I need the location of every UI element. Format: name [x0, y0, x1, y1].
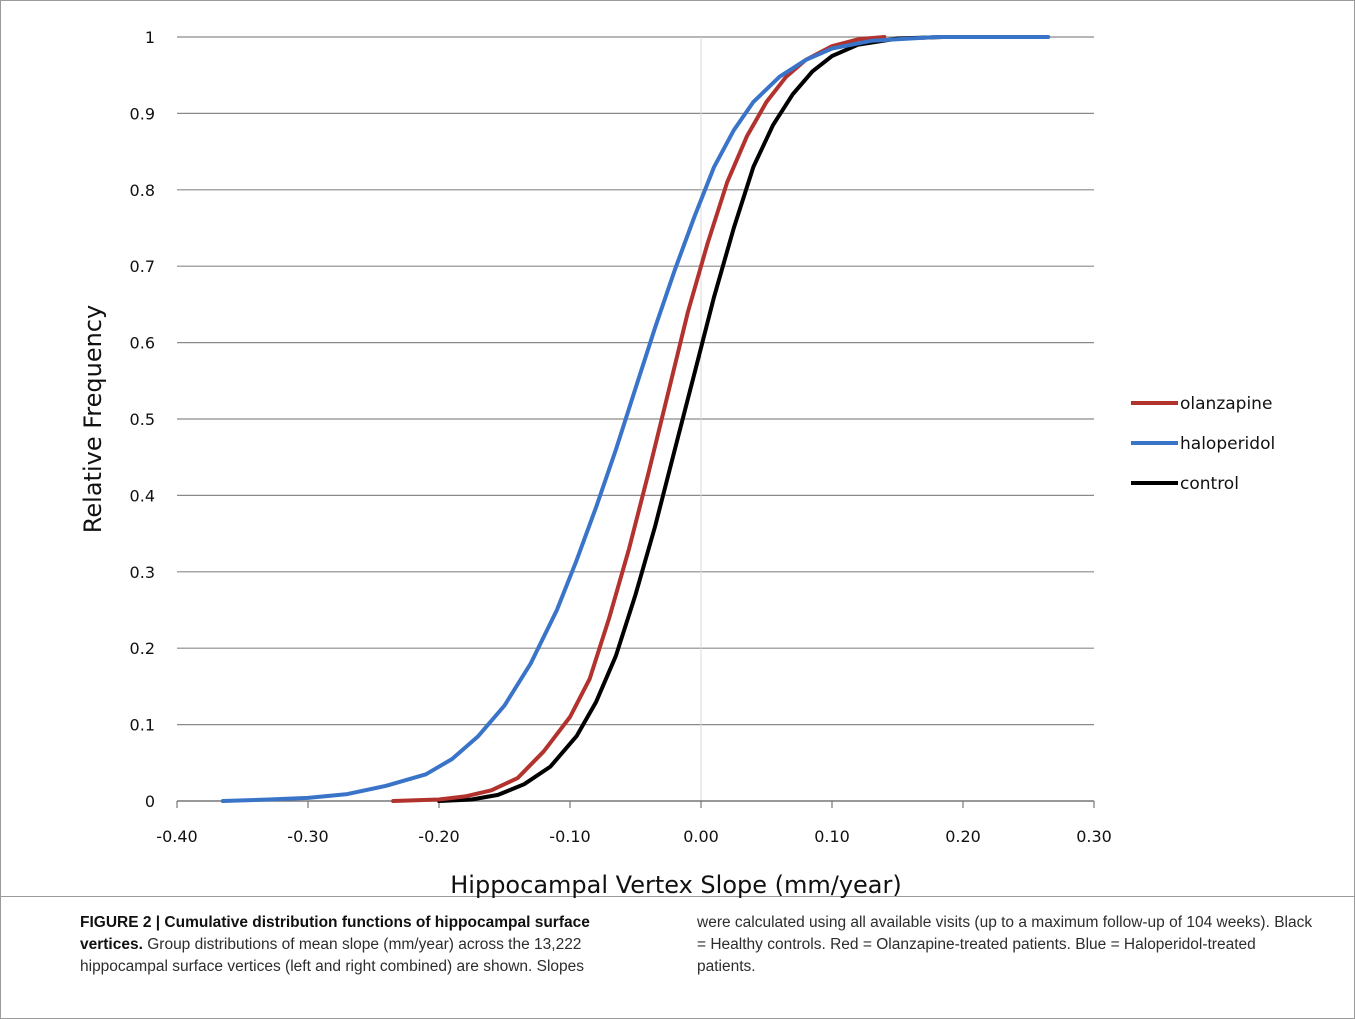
- y-tick-label: 0.7: [130, 257, 155, 276]
- x-tick-label: 0.20: [945, 827, 981, 846]
- caption-left-text: Group distributions of mean slope (mm/ye…: [80, 936, 585, 975]
- y-tick-label: 0.5: [130, 410, 155, 429]
- x-tick-label: 0.00: [683, 827, 719, 846]
- caption-right-column: were calculated using all available visi…: [697, 912, 1317, 978]
- x-tick-label: -0.20: [418, 827, 459, 846]
- x-tick-labels: -0.40 -0.30 -0.20 -0.10 0.00 0.10 0.20 0.30: [156, 827, 1112, 846]
- legend: olanzapine haloperidol control: [1131, 394, 1275, 494]
- series-line-haloperidol: [220, 35, 1051, 803]
- x-tick-label: -0.40: [156, 827, 197, 846]
- grid-lines: [177, 36, 1094, 726]
- y-tick-labels: 0 0.1 0.2 0.3 0.4 0.5 0.6 0.7 0.8 0.9 1: [130, 28, 155, 811]
- x-axis-title: Hippocampal Vertex Slope (mm/year): [450, 871, 902, 899]
- x-tick-label: 0.30: [1076, 827, 1112, 846]
- caption-separator: [0, 896, 1355, 897]
- series-line-control: [437, 35, 946, 803]
- x-tick-label: 0.10: [814, 827, 850, 846]
- y-tick-label: 0.9: [130, 104, 155, 123]
- y-tick-label: 0.1: [130, 716, 155, 735]
- y-tick-label: 0.2: [130, 639, 155, 658]
- caption-left-column: FIGURE 2 | Cumulative distribution funct…: [80, 912, 650, 978]
- y-tick-label: 0.6: [130, 334, 155, 353]
- y-tick-label: 1: [145, 28, 155, 47]
- y-tick-label: 0: [145, 792, 155, 811]
- caption-right-text: were calculated using all available visi…: [697, 914, 1313, 975]
- series-lines: [220, 35, 1051, 803]
- x-axis: [176, 800, 1095, 808]
- legend-label-olanzapine: olanzapine: [1180, 394, 1272, 414]
- x-tick-label: -0.30: [287, 827, 328, 846]
- y-tick-label: 0.3: [130, 563, 155, 582]
- x-tick-label: -0.10: [549, 827, 590, 846]
- y-tick-label: 0.8: [130, 181, 155, 200]
- y-tick-label: 0.4: [130, 486, 155, 505]
- caption-label: FIGURE 2 | Cumulative distribution funct…: [80, 914, 590, 953]
- legend-label-haloperidol: haloperidol: [1180, 434, 1275, 454]
- y-axis-title: Relative Frequency: [79, 305, 107, 533]
- legend-label-control: control: [1180, 474, 1239, 494]
